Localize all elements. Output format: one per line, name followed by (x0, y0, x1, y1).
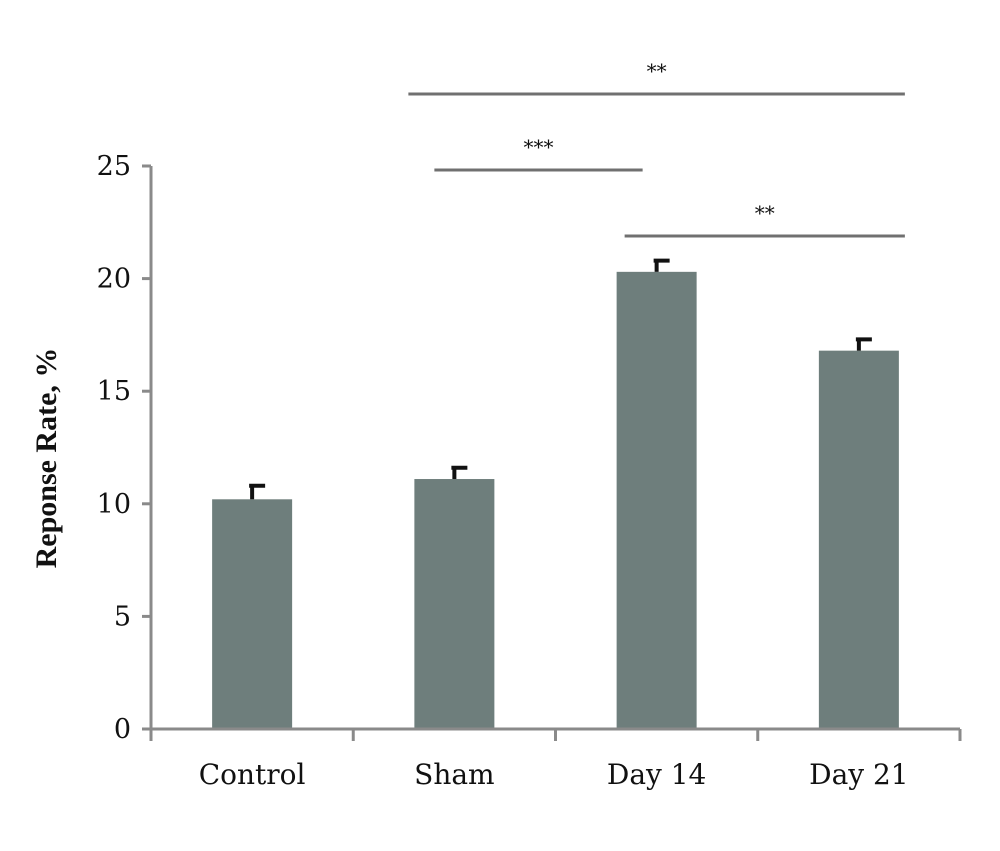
y-tick-label: 5 (114, 601, 131, 632)
x-tick-label: Control (199, 758, 306, 791)
y-tick-label: 25 (97, 151, 131, 182)
significance-layer: ******* (408, 59, 905, 238)
y-tick-label: 10 (97, 489, 131, 520)
bar (616, 271, 697, 729)
significance-label: ** (755, 201, 775, 225)
y-axis-label: Reponse Rate, % (30, 348, 63, 569)
bar (414, 479, 495, 729)
x-tick-label: Day 21 (809, 758, 909, 791)
bar (212, 499, 293, 729)
x-tick-label: Sham (414, 758, 494, 791)
y-tick-label: 15 (97, 376, 131, 407)
bar (818, 350, 899, 729)
bars-layer (212, 258, 899, 729)
significance-label: *** (524, 135, 554, 159)
significance-label: ** (647, 59, 667, 83)
y-tick-label: 0 (114, 714, 131, 745)
x-tick-label: Day 14 (607, 758, 707, 791)
axes-layer: 0 5 10 15 20 25 Control Sham Day 14 Day 21 (97, 151, 962, 791)
y-tick-label: 20 (97, 264, 131, 295)
